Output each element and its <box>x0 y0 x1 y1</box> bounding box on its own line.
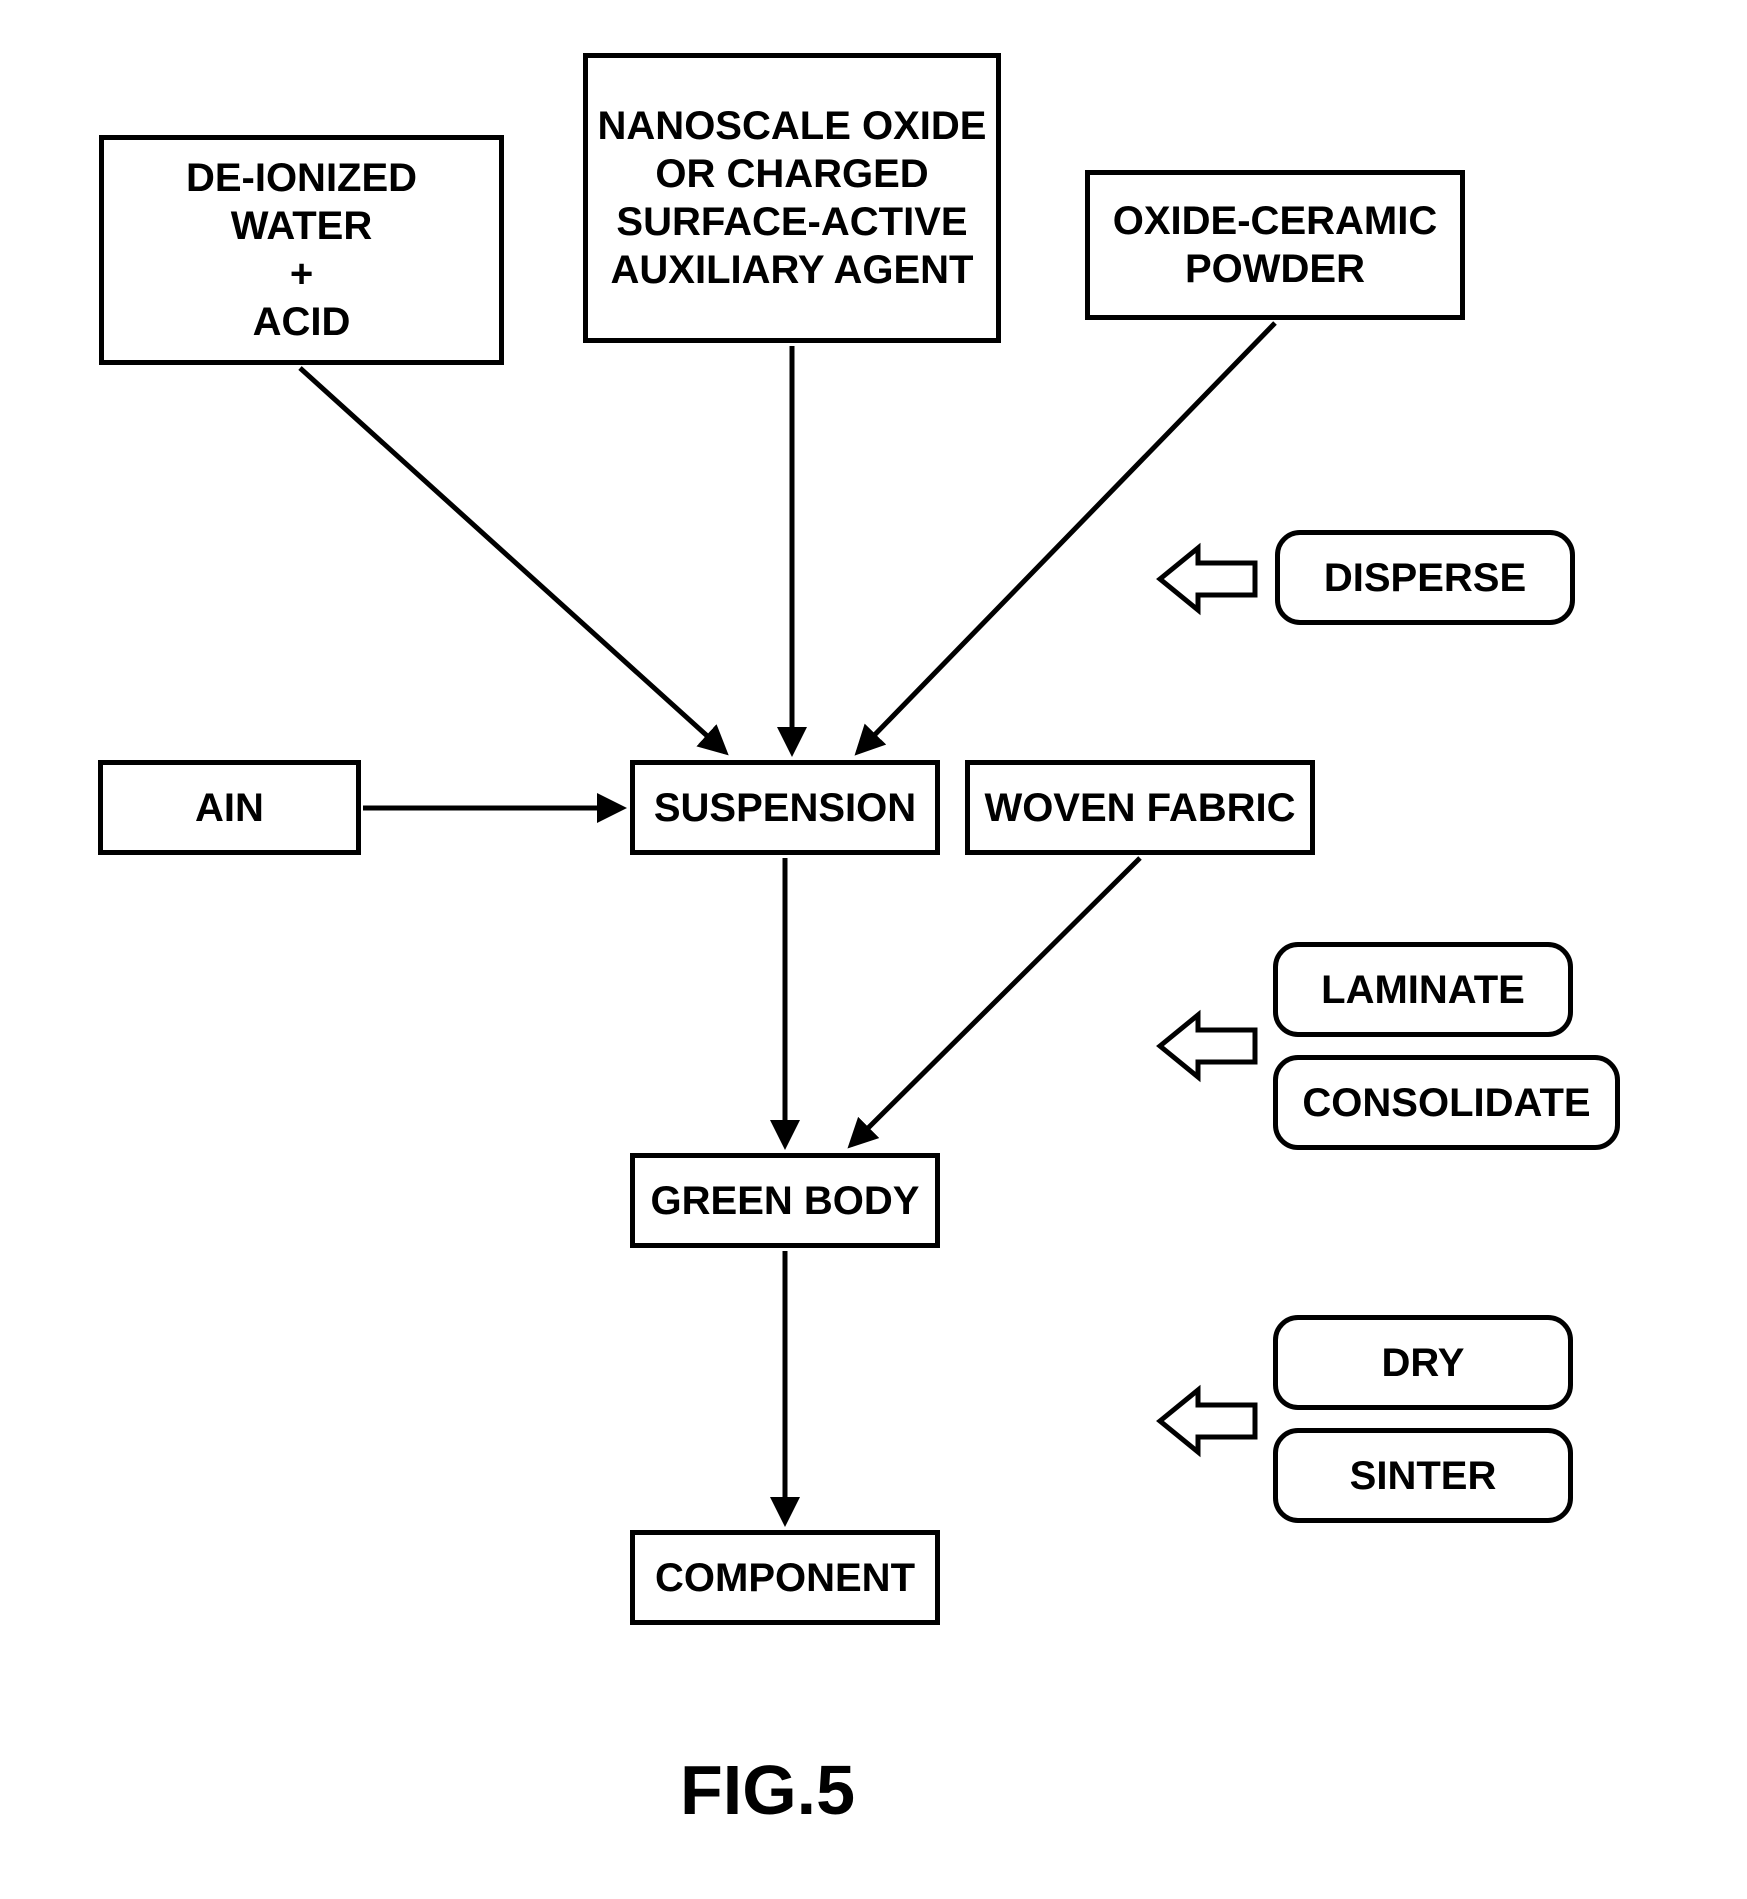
node-label: LAMINATE <box>1321 966 1525 1014</box>
node-component: COMPONENT <box>630 1530 940 1625</box>
node-label: WOVEN FABRIC <box>984 784 1295 832</box>
node-label: DISPERSE <box>1324 554 1526 602</box>
node-label: DRY <box>1382 1339 1465 1387</box>
node-green-body: GREEN BODY <box>630 1153 940 1248</box>
node-label: SUSPENSION <box>654 784 916 832</box>
annotation-consolidate: CONSOLIDATE <box>1273 1055 1620 1150</box>
annotation-disperse: DISPERSE <box>1275 530 1575 625</box>
node-woven-fabric: WOVEN FABRIC <box>965 760 1315 855</box>
node-label: AIN <box>195 784 264 832</box>
node-nano-oxide: NANOSCALE OXIDEOR CHARGEDSURFACE-ACTIVEA… <box>583 53 1001 343</box>
node-label: GREEN BODY <box>651 1177 920 1225</box>
node-oxide-powder: OXIDE-CERAMICPOWDER <box>1085 170 1465 320</box>
node-label: CONSOLIDATE <box>1302 1079 1590 1127</box>
edge-oxide-suspension <box>858 323 1275 752</box>
node-label: DE-IONIZED WATER+ACID <box>112 154 491 346</box>
node-label: SINTER <box>1350 1452 1497 1500</box>
node-ain: AIN <box>98 760 361 855</box>
node-suspension: SUSPENSION <box>630 760 940 855</box>
flowchart-container: DE-IONIZED WATER+ACID NANOSCALE OXIDEOR … <box>0 0 1747 1899</box>
figure-label-text: FIG.5 <box>680 1751 855 1829</box>
figure-label: FIG.5 <box>680 1750 855 1830</box>
node-label: NANOSCALE OXIDEOR CHARGEDSURFACE-ACTIVEA… <box>598 102 987 294</box>
annotation-arrow-disperse <box>1160 548 1255 610</box>
annotation-dry: DRY <box>1273 1315 1573 1410</box>
edge-woven-green <box>851 858 1140 1145</box>
edge-water-suspension <box>300 368 725 752</box>
annotation-sinter: SINTER <box>1273 1428 1573 1523</box>
annotation-laminate: LAMINATE <box>1273 942 1573 1037</box>
node-water-acid: DE-IONIZED WATER+ACID <box>99 135 504 365</box>
node-label: COMPONENT <box>655 1554 915 1602</box>
node-label: OXIDE-CERAMICPOWDER <box>1113 197 1437 293</box>
annotation-arrow-laminate-consolidate <box>1160 1015 1255 1077</box>
annotation-arrow-dry-sinter <box>1160 1390 1255 1452</box>
